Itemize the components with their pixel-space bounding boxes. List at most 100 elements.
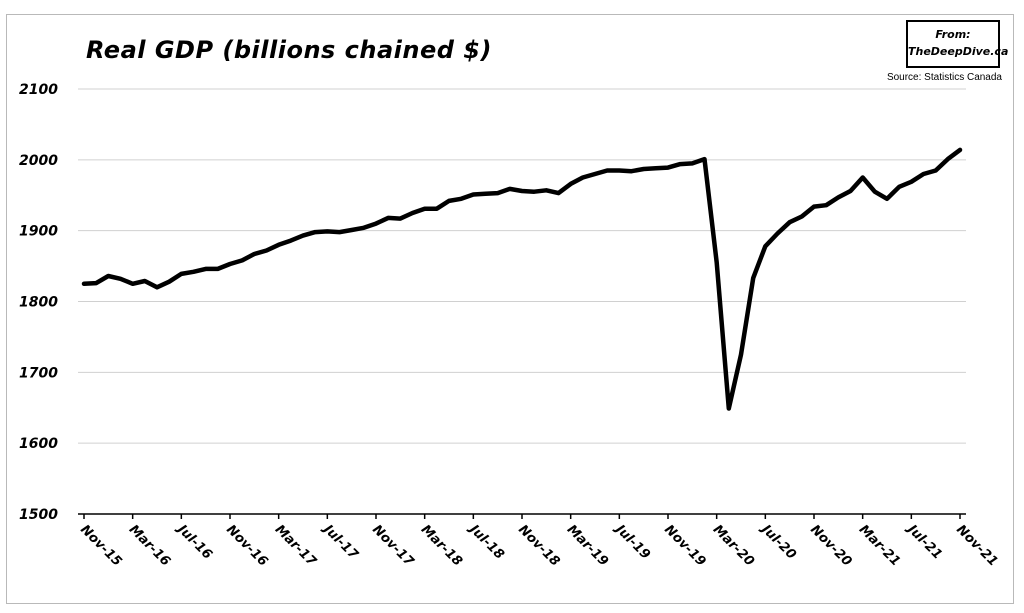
source-logo-box: From: TheDeepDive.ca (906, 20, 1009, 68)
data-point (763, 244, 767, 248)
chart-frame (6, 14, 1014, 604)
x-tick-label: Mar-16 (126, 522, 173, 569)
x-tick-label: Mar-20 (710, 522, 757, 569)
x-tick-label: Jul-18 (464, 520, 506, 562)
x-tick-label: Mar-17 (272, 522, 320, 570)
x-tick-label: Mar-19 (564, 522, 611, 569)
data-point (447, 199, 451, 203)
source-site-label: TheDeepDive.ca (908, 45, 1009, 58)
data-point (678, 162, 682, 166)
data-point (593, 172, 597, 176)
data-point (459, 197, 463, 201)
data-point (532, 190, 536, 194)
data-point (751, 276, 755, 280)
data-point (557, 191, 560, 195)
data-point (143, 279, 147, 283)
data-point (398, 217, 402, 221)
data-point (946, 157, 950, 161)
x-tick-label: Nov-19 (661, 522, 708, 569)
data-point (909, 180, 913, 184)
data-point (277, 243, 281, 247)
data-point (192, 270, 195, 274)
y-tick-label: 1500 (19, 507, 58, 523)
y-tick-label: 2000 (19, 153, 58, 169)
x-tick-label: Mar-18 (418, 522, 465, 569)
x-tick-label: Jul-16 (172, 520, 214, 562)
y-tick-label: 1600 (19, 436, 58, 452)
data-point (338, 230, 341, 234)
y-tick-label: 1800 (19, 295, 58, 311)
x-tick-label: Jul-19 (610, 520, 652, 562)
data-point (788, 220, 792, 224)
x-tick-label: Nov-17 (369, 522, 417, 570)
x-tick-label: Nov-20 (807, 522, 854, 569)
data-point (715, 261, 719, 265)
data-point (240, 258, 244, 262)
data-point (435, 207, 439, 211)
data-point (484, 192, 487, 196)
gdp-series-line (81, 147, 963, 411)
data-point (873, 190, 877, 194)
data-point (179, 272, 183, 276)
data-point (411, 211, 414, 215)
data-point (289, 239, 293, 243)
data-point (119, 277, 122, 281)
data-point (386, 216, 390, 220)
data-point (82, 282, 86, 286)
data-point (167, 280, 171, 284)
data-point (544, 188, 548, 192)
data-point (265, 249, 268, 252)
data-point (861, 176, 865, 180)
x-tick-label: Jul-20 (756, 520, 798, 562)
data-point (654, 166, 658, 170)
data-point (739, 353, 743, 357)
data-point (94, 281, 98, 285)
data-point (617, 168, 621, 172)
data-point (106, 274, 110, 278)
x-tick-label: Nov-16 (223, 522, 270, 569)
x-tick-label: Nov-21 (953, 522, 1000, 569)
data-point (508, 187, 512, 191)
data-point (897, 185, 901, 189)
data-point (800, 215, 804, 218)
data-point (204, 267, 208, 271)
x-tick-label: Nov-15 (77, 522, 124, 569)
x-tick-label: Jul-21 (902, 520, 944, 562)
gridlines (78, 88, 966, 515)
data-point (496, 191, 500, 195)
data-point (666, 166, 670, 170)
data-point (703, 157, 706, 161)
data-point (325, 229, 329, 233)
x-tick-label: Nov-18 (515, 522, 562, 569)
y-axis-ticks: 1500 1600 1700 1800 1900 2000 2100 (19, 82, 58, 523)
data-point (885, 197, 889, 201)
data-point (131, 282, 135, 286)
data-point (776, 232, 779, 235)
source-from-label: From: (935, 28, 971, 41)
data-point (958, 148, 962, 152)
data-point (630, 169, 633, 173)
data-point (350, 228, 354, 232)
data-point (520, 189, 524, 193)
data-point (581, 176, 585, 180)
data-point (727, 406, 731, 410)
data-point (423, 207, 427, 211)
data-point (849, 189, 852, 193)
data-point (228, 262, 232, 266)
series-layer (81, 147, 963, 411)
data-point (252, 252, 256, 256)
data-point (642, 167, 646, 171)
x-axis-ticks: Nov-15 Mar-16 Jul-16 Nov-16 Mar-17 Jul-17 Nov-… (77, 514, 1000, 570)
y-tick-label: 1700 (19, 365, 58, 381)
data-point (471, 193, 475, 197)
data-point (374, 222, 378, 226)
data-point (922, 172, 925, 176)
data-point (836, 195, 840, 199)
data-point (362, 226, 366, 230)
data-point (934, 168, 938, 172)
data-point (605, 168, 609, 172)
data-point (824, 203, 828, 207)
data-point (812, 205, 816, 209)
data-point (313, 230, 317, 234)
